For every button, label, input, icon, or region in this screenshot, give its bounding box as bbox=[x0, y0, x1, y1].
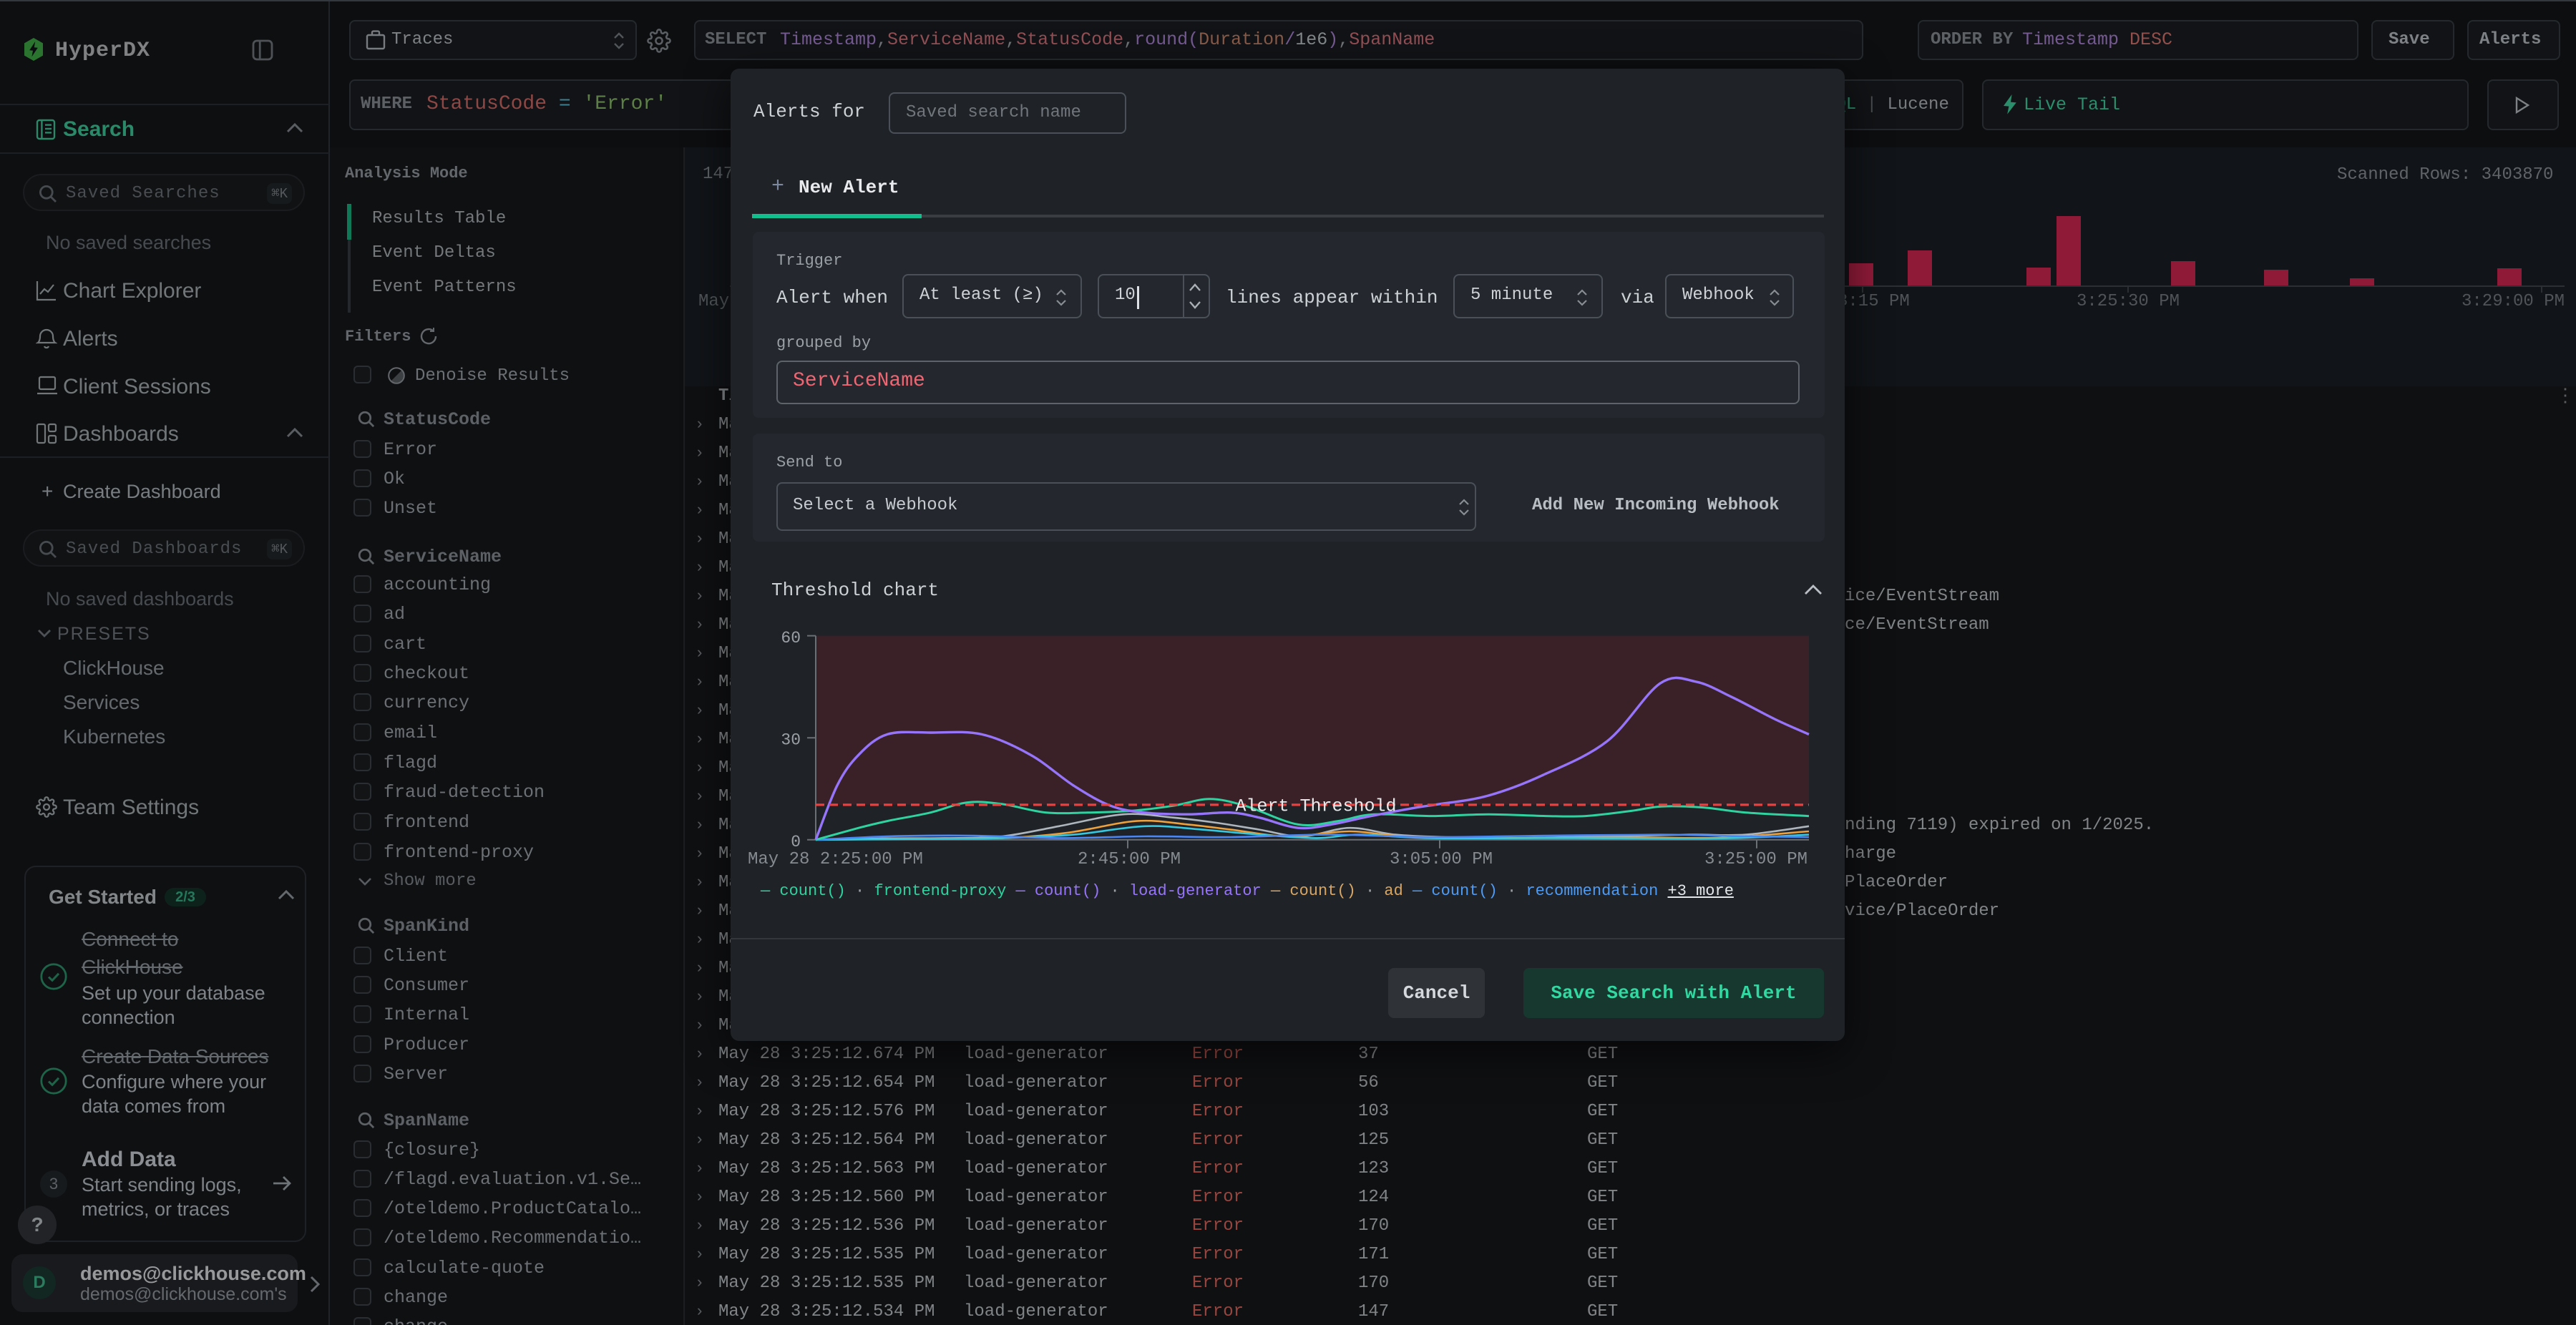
svg-text:3:25:00 PM: 3:25:00 PM bbox=[1704, 850, 1807, 867]
svg-text:60: 60 bbox=[781, 629, 801, 647]
svg-text:May 28 2:25:00 PM: May 28 2:25:00 PM bbox=[748, 850, 923, 867]
svg-text:30: 30 bbox=[781, 731, 801, 750]
svg-text:3:05:00 PM: 3:05:00 PM bbox=[1390, 850, 1493, 867]
svg-text:0: 0 bbox=[791, 833, 801, 851]
svg-text:2:45:00 PM: 2:45:00 PM bbox=[1078, 850, 1181, 867]
svg-text:Alert Threshold: Alert Threshold bbox=[1235, 796, 1396, 816]
